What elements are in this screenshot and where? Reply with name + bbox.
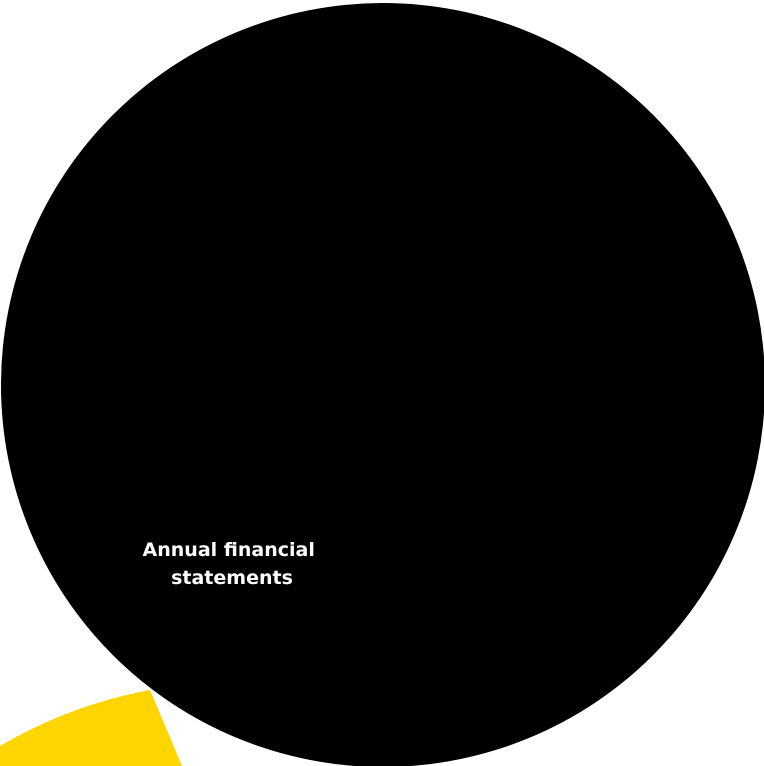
segment-label: Annual financial statements <box>143 539 322 589</box>
segment-label-line-2: statements <box>171 567 293 589</box>
black-segment[interactable] <box>1 3 764 766</box>
segment-label-line-1: Annual financial <box>143 539 315 561</box>
yellow-segment <box>0 690 182 766</box>
